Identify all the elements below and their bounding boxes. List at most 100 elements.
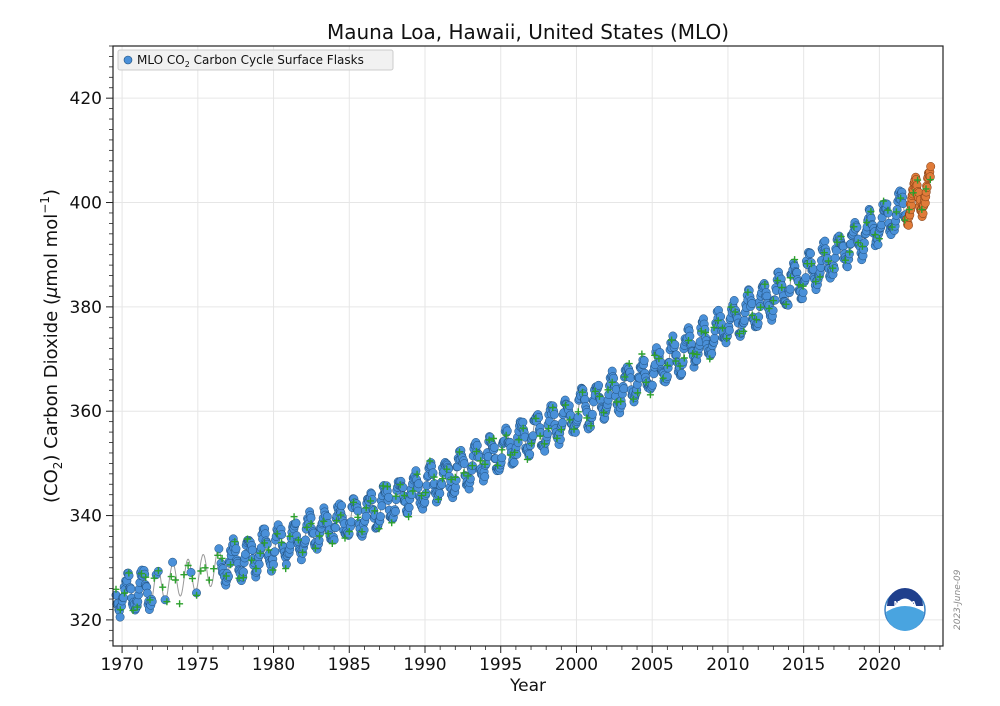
flagged-point (138, 570, 145, 578)
flask-point (160, 595, 170, 605)
flagged-point (286, 532, 294, 540)
flagged-point (473, 447, 480, 455)
flagged-point (303, 523, 311, 531)
y-axis-label-mu: μ (41, 287, 62, 299)
flagged-point (239, 574, 247, 581)
chart-title: Mauna Loa, Hawaii, United States (MLO) (327, 20, 729, 44)
flagged-point (333, 517, 341, 525)
flagged-point (825, 257, 832, 265)
flagged-point (574, 408, 582, 416)
flagged-point (536, 432, 544, 440)
flask-point (214, 544, 224, 554)
legend-label: MLO CO2 Carbon Cycle Surface Flasks (137, 53, 364, 69)
flagged-point (905, 206, 913, 214)
flagged-point (515, 436, 523, 444)
flask-point (331, 523, 340, 533)
flagged-point (693, 350, 701, 358)
flagged-point (897, 194, 905, 202)
flask-point (801, 273, 811, 283)
flagged-point (328, 540, 336, 547)
flagged-point (180, 571, 188, 579)
flask-point (497, 453, 507, 463)
flagged-point (735, 329, 743, 337)
flagged-point (863, 219, 871, 226)
flagged-point (256, 549, 264, 557)
flask-point (437, 479, 447, 489)
flagged-point (121, 589, 128, 597)
flagged-point (875, 235, 883, 243)
flagged-point (646, 391, 654, 399)
flask-point (186, 567, 196, 577)
flagged-point (723, 335, 731, 343)
plot-frame (112, 45, 944, 647)
flagged-point (812, 278, 820, 286)
flagged-point (774, 277, 782, 284)
flagged-point (702, 329, 709, 336)
noaa-logo-text: NOAA (894, 600, 917, 608)
flagged-point (528, 440, 536, 448)
recent-point (926, 162, 936, 171)
flagged-point (252, 565, 260, 573)
flagged-point (146, 596, 154, 604)
flagged-point (752, 316, 760, 324)
flagged-point (523, 455, 531, 463)
flagged-point (400, 492, 408, 499)
flask-point (647, 380, 657, 390)
flagged-point (579, 388, 586, 396)
x-axis: 1970 1975 1980 1985 1990 1995 2000 2005 2010 2015… (100, 646, 941, 675)
flagged-point (265, 546, 273, 554)
flask-point (619, 384, 629, 394)
flask-point (739, 315, 749, 325)
flask-point (543, 429, 552, 439)
flask-point (337, 501, 347, 511)
flask-point (391, 506, 400, 516)
series-flagged-points (112, 176, 934, 614)
legend-marker (123, 55, 133, 65)
flagged-point (816, 273, 824, 281)
flagged-point (171, 576, 179, 584)
flagged-point (371, 507, 379, 515)
legend: MLO CO2 Carbon Cycle Surface Flasks (117, 49, 394, 71)
flagged-point (731, 308, 739, 316)
flask-point (594, 380, 604, 390)
flask-point (241, 549, 250, 559)
flask-point (830, 253, 840, 263)
flask-point (677, 369, 687, 378)
flask-point (270, 547, 280, 557)
legend-box (117, 49, 394, 71)
flagged-point (858, 242, 866, 250)
y-axis-label: (CO2) Carbon Dioxide (μmol mol−1) (38, 189, 65, 503)
flagged-point (456, 448, 463, 456)
flagged-point (689, 350, 697, 357)
flagged-point (362, 504, 370, 512)
flask-point (126, 584, 136, 594)
flask-point (668, 331, 678, 341)
flagged-point (142, 573, 150, 581)
y-tick-label: 320 (70, 611, 102, 631)
flagged-point (596, 392, 603, 400)
flagged-point (748, 311, 756, 319)
flagged-point (545, 425, 553, 433)
flask-point (231, 544, 241, 554)
flagged-point (850, 223, 858, 231)
flask-point (806, 249, 815, 259)
flagged-point (218, 554, 226, 562)
flagged-point (341, 534, 349, 542)
flagged-point (553, 434, 561, 442)
noaa-logo: NOAA (884, 588, 926, 631)
flagged-point (316, 532, 324, 540)
flagged-point (176, 600, 184, 608)
flagged-point (719, 324, 726, 332)
flask-point (729, 296, 739, 305)
flask-point (115, 612, 125, 622)
flask-point (147, 597, 157, 606)
flagged-point (583, 414, 591, 422)
flask-point (489, 442, 499, 452)
flagged-point (922, 185, 930, 193)
flagged-point (519, 424, 527, 432)
flagged-point (231, 538, 239, 546)
flagged-point (248, 556, 256, 564)
flagged-point (125, 569, 133, 577)
flask-point (662, 371, 672, 381)
flagged-point (714, 317, 722, 325)
